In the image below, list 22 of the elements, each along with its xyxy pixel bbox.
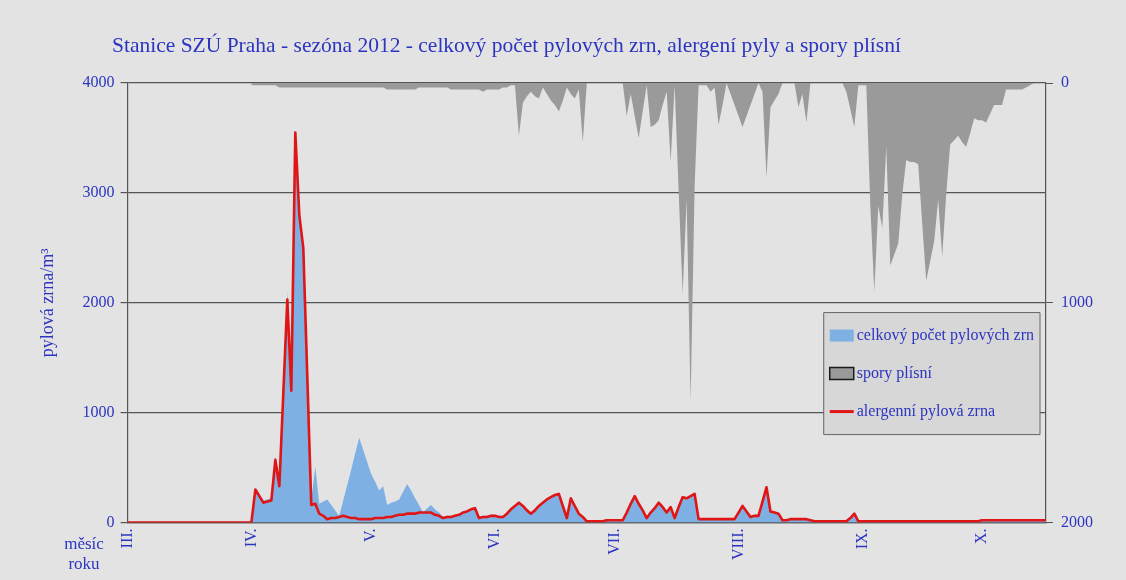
- x-tick-label: VI.: [485, 528, 503, 550]
- x-tick-label: VII.: [604, 528, 622, 555]
- y-tick-label: 1000: [82, 402, 115, 420]
- legend-label: spory plísní: [856, 363, 933, 382]
- x-tick-label: IV.: [241, 528, 259, 548]
- chart-title: Stanice SZÚ Praha - sezóna 2012 - celkový počet pylových zrn, alergení pyly a spory plísní: [112, 33, 901, 58]
- y-tick-label: 4000: [82, 73, 115, 91]
- x-tick-label: IX.: [852, 528, 870, 550]
- y2-tick-label: 0: [1061, 73, 1069, 91]
- legend-label: celkový počet pylových zrn: [856, 325, 1035, 344]
- y2-tick-label: 2000: [1061, 512, 1093, 530]
- x-tick-label: X.: [972, 528, 990, 545]
- y2-tick-label: 1000: [1061, 292, 1093, 310]
- y-tick-label: 3000: [82, 183, 115, 201]
- x-tick-label: V.: [361, 528, 379, 542]
- legend-label: alergenní pylová zrna: [856, 401, 996, 420]
- y-tick-label: 2000: [82, 292, 115, 310]
- y-axis-title: pylová zrna/m³: [36, 247, 57, 358]
- x-tick-label: III.: [117, 528, 135, 549]
- y-tick-label: 0: [106, 512, 115, 530]
- x-tick-label: VIII.: [728, 528, 746, 561]
- x-axis-title: měsíc roku: [63, 534, 105, 574]
